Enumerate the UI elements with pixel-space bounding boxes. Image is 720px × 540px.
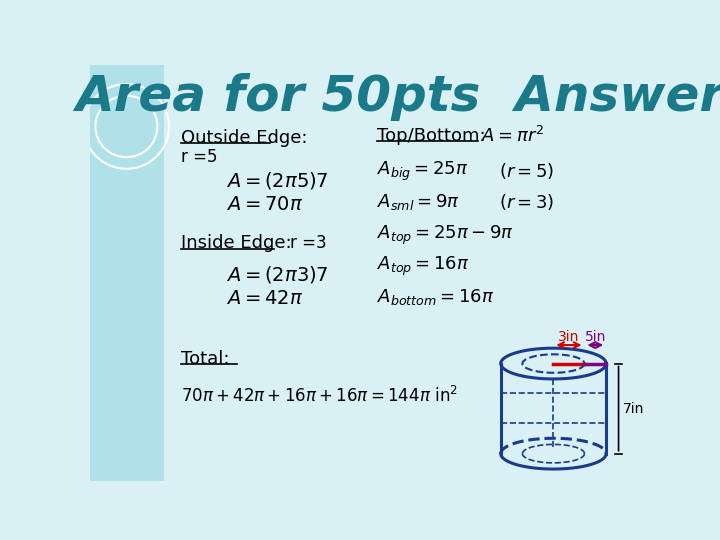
Text: $A= \pi r^2$: $A= \pi r^2$ [482,126,545,146]
Text: Inside Edge:: Inside Edge: [181,234,292,252]
Text: Total:: Total: [181,350,230,368]
FancyBboxPatch shape [90,65,163,481]
Text: $A = 42\pi$: $A = 42\pi$ [225,289,302,308]
Text: r =3: r =3 [290,234,327,252]
Text: Top/Bottom:: Top/Bottom: [377,127,485,145]
Text: $(r = 5)$: $(r = 5)$ [499,161,554,181]
Text: $A_{big} = 25\pi$: $A_{big} = 25\pi$ [377,159,468,183]
Text: $A_{sml} = 9\pi$: $A_{sml} = 9\pi$ [377,192,459,212]
Text: $A_{top} = 16\pi$: $A_{top} = 16\pi$ [377,255,469,278]
Text: $(r = 3)$: $(r = 3)$ [499,192,554,212]
Text: $70\pi + 42\pi + 16\pi + 16\pi = 144\pi\ \mathrm{in}^2$: $70\pi + 42\pi + 16\pi + 16\pi = 144\pi\… [181,386,459,406]
Text: $A = (2\pi 3)7$: $A = (2\pi 3)7$ [225,264,328,285]
Text: Area for 50pts  Answer: Area for 50pts Answer [76,73,720,121]
Text: Outside Edge:: Outside Edge: [181,129,308,147]
Text: $A = 70\pi$: $A = 70\pi$ [225,195,302,214]
Text: 5in: 5in [585,329,606,343]
Text: $A = (2\pi 5)7$: $A = (2\pi 5)7$ [225,170,328,191]
Text: r =5: r =5 [181,148,218,166]
Text: 3in: 3in [558,329,580,343]
Text: $A_{top} = 25\pi - 9\pi$: $A_{top} = 25\pi - 9\pi$ [377,224,513,247]
Text: $A_{bottom} = 16\pi$: $A_{bottom} = 16\pi$ [377,287,494,307]
Text: 7in: 7in [624,402,644,416]
